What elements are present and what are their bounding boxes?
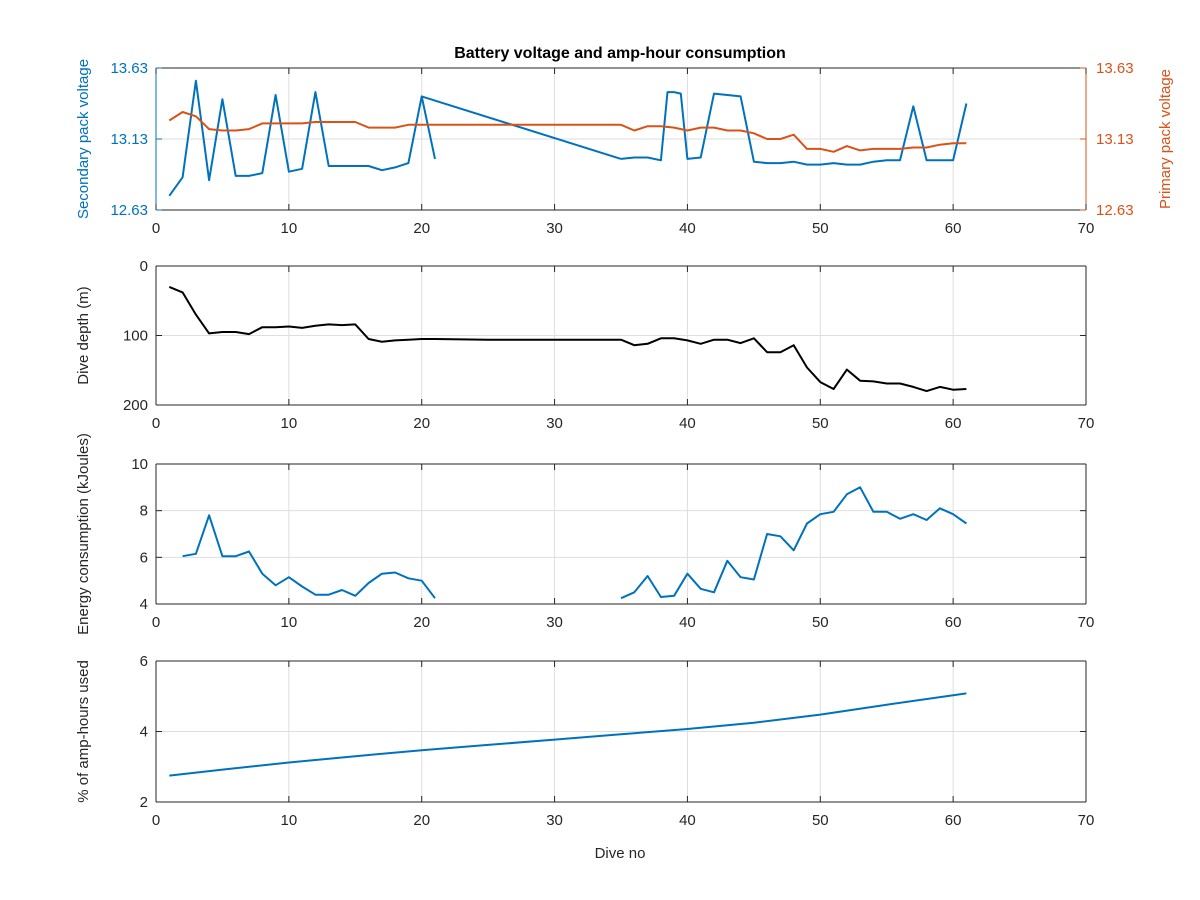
voltage-series-1-line: [168, 111, 967, 153]
voltage-y-tick-label-right: 13.13: [1096, 131, 1134, 148]
voltage-y-tick-label: 12.63: [110, 202, 148, 219]
voltage-y-axis-label: Secondary pack voltage: [75, 59, 92, 219]
figure-title: Battery voltage and amp-hour consumption: [454, 45, 786, 62]
energy-series-0-line: [620, 486, 967, 600]
energy-y-tick-label: 8: [140, 503, 148, 520]
voltage-y-tick-label: 13.13: [110, 131, 148, 148]
depth-series-0-line: [168, 285, 967, 393]
x-axis-label: Dive no: [595, 845, 646, 862]
amphours-series-0-line: [169, 692, 967, 777]
depth-y-tick-label: 0: [140, 258, 148, 275]
voltage-x-tick-label: 50: [812, 220, 829, 237]
depth-x-tick-label: 30: [546, 415, 563, 432]
amphours-x-tick-label: 20: [413, 812, 430, 829]
depth-y-axis-label: Dive depth (m): [75, 286, 92, 384]
amphours-y-axis-label: % of amp-hours used: [75, 660, 92, 803]
depth-x-tick-label: 0: [152, 415, 160, 432]
energy-x-tick-label: 20: [413, 614, 430, 631]
amphours-x-tick-label: 30: [546, 812, 563, 829]
voltage-x-tick-label: 0: [152, 220, 160, 237]
depth-y-tick-label: 200: [123, 397, 148, 414]
energy-x-tick-label: 50: [812, 614, 829, 631]
amphours-y-tick-label: 6: [140, 653, 148, 670]
energy-x-tick-label: 30: [546, 614, 563, 631]
energy-x-tick-label: 0: [152, 614, 160, 631]
depth-y-tick-label: 100: [123, 328, 148, 345]
voltage-y-tick-label: 13.63: [110, 60, 148, 77]
voltage-y-tick-label-right: 13.63: [1096, 60, 1134, 77]
depth-x-tick-label: 40: [679, 415, 696, 432]
amphours-x-tick-label: 10: [281, 812, 298, 829]
energy-x-tick-label: 40: [679, 614, 696, 631]
energy-x-tick-label: 70: [1078, 614, 1095, 631]
depth-x-tick-label: 10: [281, 415, 298, 432]
depth-x-tick-label: 20: [413, 415, 430, 432]
amphours-x-tick-label: 60: [945, 812, 962, 829]
voltage-x-tick-label: 20: [413, 220, 430, 237]
amphours-x-tick-label: 0: [152, 812, 160, 829]
voltage-series-0-line: [620, 91, 968, 166]
energy-y-tick-label: 6: [140, 549, 148, 566]
energy-y-tick-label: 4: [140, 596, 148, 613]
voltage-y-axis-label-right: Primary pack voltage: [1157, 69, 1174, 209]
amphours-x-tick-label: 70: [1078, 812, 1095, 829]
energy-series-0-line: [182, 514, 436, 599]
amphours-y-tick-label: 4: [140, 724, 148, 741]
voltage-x-tick-label: 30: [546, 220, 563, 237]
energy-x-tick-label: 60: [945, 614, 962, 631]
voltage-series-0-connector: [421, 95, 622, 160]
amphours-x-tick-label: 50: [812, 812, 829, 829]
depth-x-tick-label: 70: [1078, 415, 1095, 432]
voltage-y-tick-label-right: 12.63: [1096, 202, 1134, 219]
voltage-x-tick-label: 70: [1078, 220, 1095, 237]
energy-y-tick-label: 10: [131, 456, 148, 473]
amphours-x-tick-label: 40: [679, 812, 696, 829]
voltage-x-tick-label: 60: [945, 220, 962, 237]
depth-x-tick-label: 60: [945, 415, 962, 432]
voltage-x-tick-label: 10: [281, 220, 298, 237]
amphours-y-tick-label: 2: [140, 794, 148, 811]
depth-x-tick-label: 50: [812, 415, 829, 432]
energy-plot-area: [156, 464, 1086, 604]
energy-x-tick-label: 10: [281, 614, 298, 631]
voltage-x-tick-label: 40: [679, 220, 696, 237]
voltage-series-0-line: [168, 79, 436, 197]
energy-y-axis-label: Energy consumption (kJoules): [75, 433, 92, 635]
